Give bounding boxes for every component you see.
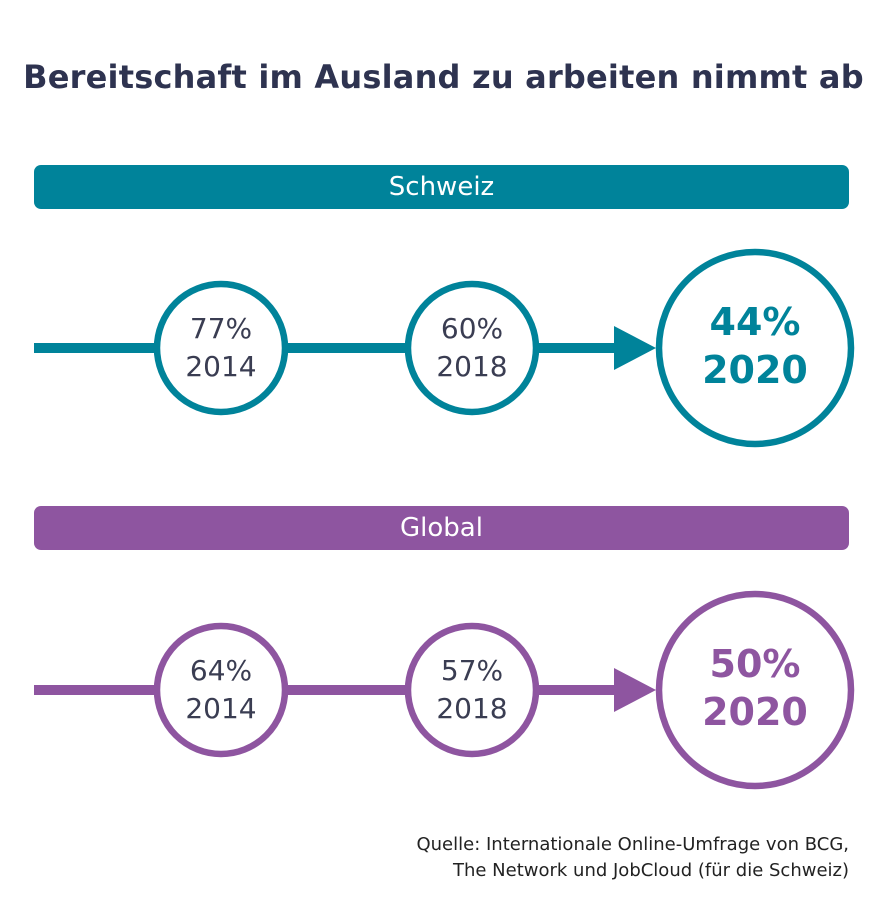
- group-banner-schweiz: Schweiz: [34, 165, 849, 209]
- source-note: Quelle: Internationale Online-Umfrage vo…: [416, 832, 849, 884]
- source-line-2: The Network und JobCloud (für die Schwei…: [452, 860, 849, 881]
- timeline-global-svg: 64% 2014 57% 2018 50%2020: [34, 590, 855, 790]
- chart-title: Bereitschaft im Ausland zu arbeiten nimm…: [23, 58, 864, 96]
- arrowhead-global: [614, 668, 656, 712]
- value-label-schweiz-2020: 44%: [710, 300, 801, 344]
- year-label-global-2018: 2018: [436, 692, 507, 725]
- year-label-global-2020: 2020: [702, 690, 808, 734]
- value-label-global-2020: 50%: [710, 642, 801, 686]
- timeline-schweiz-svg: 77% 2014 60% 2018 44%2020: [34, 248, 855, 448]
- year-label-schweiz-2018: 2018: [436, 350, 507, 383]
- data-point-circle-global-2020: [655, 590, 855, 790]
- year-label-schweiz-2020: 2020: [702, 348, 808, 392]
- arrowhead-schweiz: [614, 326, 656, 370]
- value-label-global-2014: 64%: [190, 654, 252, 687]
- group-banner-global: Global: [34, 506, 849, 550]
- timeline-schweiz: 77% 2014 60% 2018 44% 2020: [0, 248, 887, 448]
- data-point-circle-global-2018: [404, 622, 540, 758]
- data-point-circle-global-2014: [153, 622, 289, 758]
- year-label-global-2014: 2014: [185, 692, 256, 725]
- year-label-schweiz-2014: 2014: [185, 350, 256, 383]
- data-point-circle-schweiz-2014: [153, 280, 289, 416]
- timeline-global: 64% 2014 57% 2018 50% 2020: [0, 590, 887, 790]
- source-line-1: Quelle: Internationale Online-Umfrage vo…: [416, 834, 849, 855]
- data-point-circle-schweiz-2020: [655, 248, 855, 448]
- value-label-global-2018: 57%: [441, 654, 503, 687]
- data-point-circle-schweiz-2018: [404, 280, 540, 416]
- value-label-schweiz-2018: 60%: [441, 312, 503, 345]
- value-label-schweiz-2014: 77%: [190, 312, 252, 345]
